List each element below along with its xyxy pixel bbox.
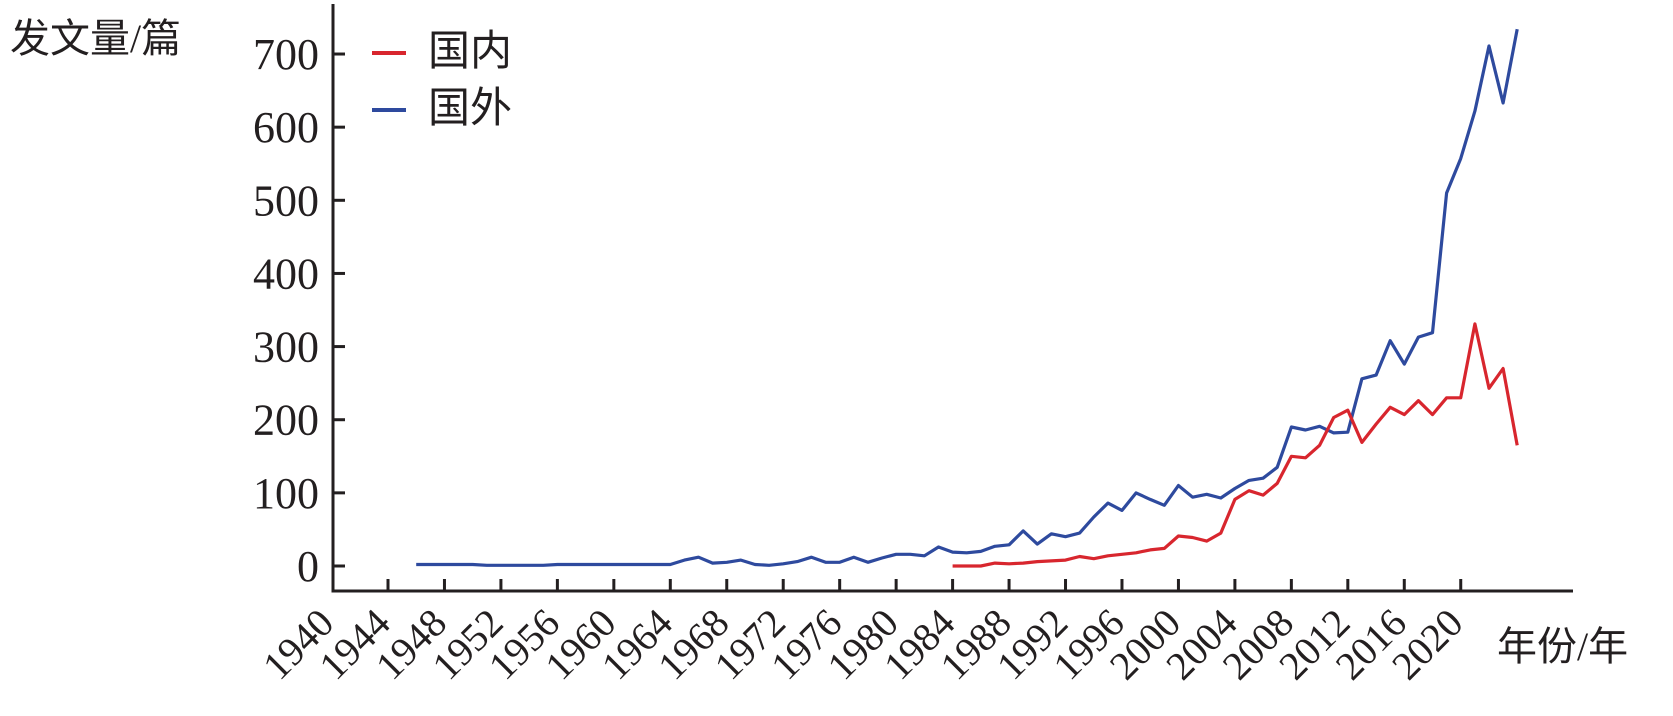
y-tick-label: 500: [253, 176, 319, 225]
legend-swatch-red-line-icon: [372, 50, 406, 55]
x-axis-label: 年份/年: [1497, 624, 1629, 669]
x-axis-ticks: 1940194419481952195619601964196819721976…: [254, 579, 1471, 688]
y-axis-label: 发文量/篇: [10, 16, 182, 61]
y-tick-label: 400: [253, 249, 319, 298]
legend-label: 国内: [428, 29, 513, 75]
series-line-foreign: [416, 28, 1519, 567]
series-line-domestic: [952, 322, 1519, 568]
legend-item-domestic: 国内: [372, 24, 512, 81]
y-tick-label: 100: [253, 469, 319, 518]
legend-item-foreign: 国外: [372, 81, 512, 138]
y-tick-label: 200: [253, 396, 319, 445]
axes: [331, 4, 1573, 593]
y-tick-label: 600: [253, 103, 319, 152]
legend: 国内 国外: [372, 24, 512, 138]
y-axis-ticks: 0 100 200 300 400 500 600 700: [253, 30, 345, 591]
y-tick-label: 300: [253, 323, 319, 372]
legend-swatch-blue-line-icon: [372, 107, 406, 112]
y-tick-label: 700: [253, 30, 319, 79]
y-tick-label: 0: [297, 542, 319, 591]
legend-label: 国外: [428, 86, 513, 132]
data-series: [416, 28, 1519, 568]
